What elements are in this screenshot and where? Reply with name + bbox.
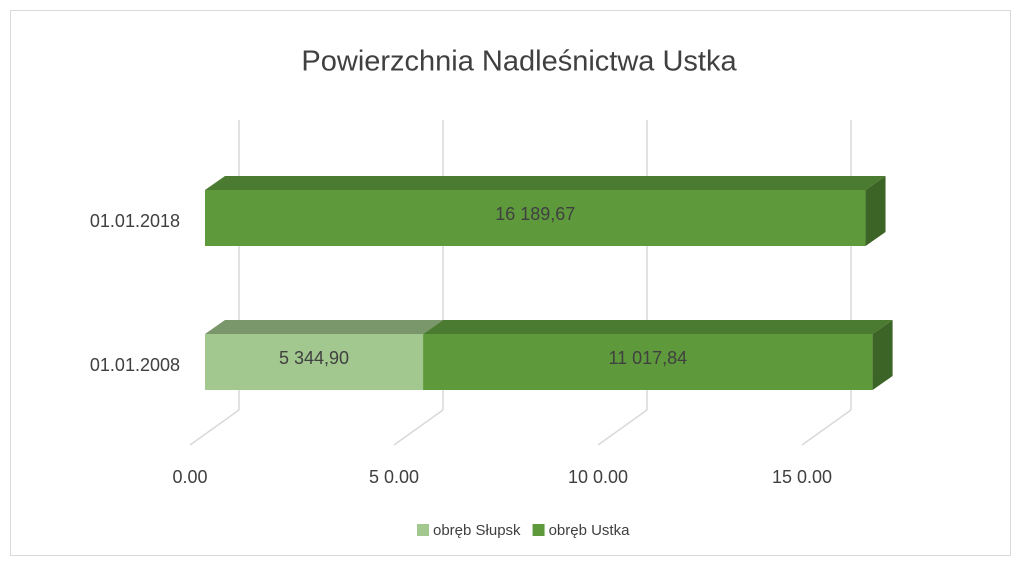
x-tick-label: 10 0.00 [568,467,628,487]
bar-side [865,176,886,246]
floor-line [393,409,444,446]
chart-title: Powierzchnia Nadleśnictwa Ustka [301,46,737,78]
legend-label: obręb Słupsk [433,522,521,539]
bars: 01.01.2018 16 189,67 01.01.2008 5 344,90 11 … [90,176,893,390]
bar-side [872,320,893,390]
x-tick-label: 15 0.00 [772,467,832,487]
legend-swatch [417,524,429,536]
floor-line [597,409,648,446]
legend-label: obręb Ustka [549,522,631,539]
category-label: 01.01.2008 [90,355,180,375]
legend-swatch [532,524,545,536]
category-label: 01.01.2018 [90,211,180,231]
value-label: 5 344,90 [279,348,349,368]
bar-top [423,320,893,334]
chart-frame [10,10,1011,556]
x-tick-label: 0.00 [172,467,207,487]
bar-top [205,176,886,190]
bar [205,190,866,246]
value-label: 11 017,84 [608,348,687,368]
floor-line [801,409,852,446]
x-tick-label: 5 0.00 [369,467,419,487]
bar [205,334,424,390]
bar-top [205,320,444,334]
floor-line [189,409,240,446]
bar [423,334,873,390]
legend: obręb Słupsk obręb Ustka [417,522,630,539]
value-label: 16 189,67 [495,204,575,224]
